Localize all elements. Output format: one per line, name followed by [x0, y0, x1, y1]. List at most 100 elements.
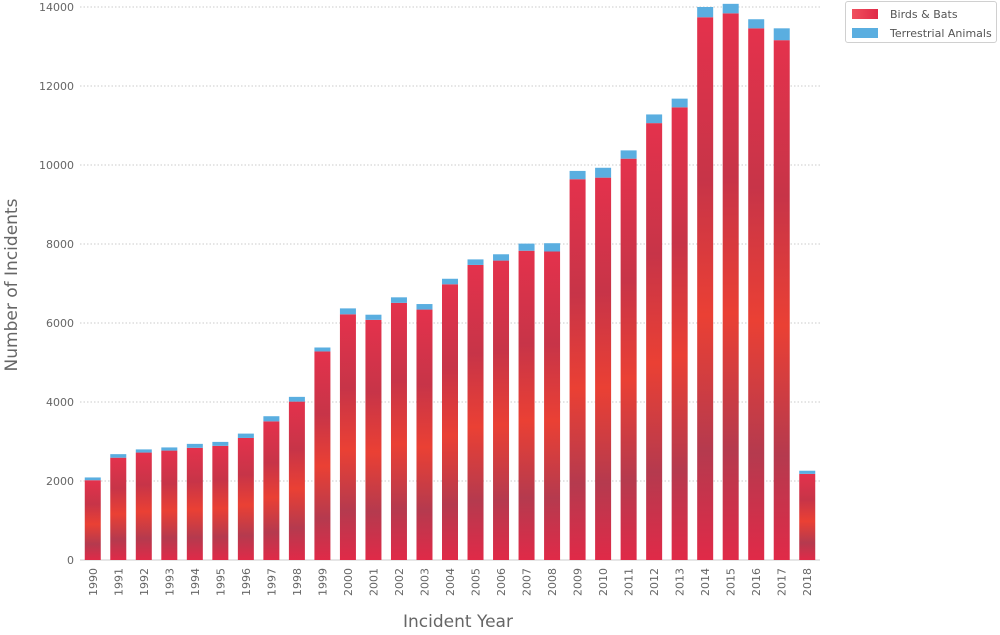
bar-birds-bats[interactable] — [467, 264, 484, 560]
x-tick-label: 1998 — [291, 568, 304, 596]
bar-terrestrial-animals[interactable] — [314, 347, 331, 352]
bar-birds-bats[interactable] — [722, 13, 739, 560]
bar-terrestrial-animals[interactable] — [84, 477, 101, 481]
bar-terrestrial-animals[interactable] — [518, 243, 535, 251]
x-tick-label: 1997 — [265, 568, 278, 596]
bar-terrestrial-animals[interactable] — [442, 278, 458, 285]
x-tick-label: 2014 — [699, 568, 712, 596]
bar-terrestrial-animals[interactable] — [288, 396, 305, 402]
y-tick-label: 10000 — [39, 159, 74, 172]
x-tick-label: 1996 — [240, 568, 253, 596]
bar-birds-bats[interactable] — [263, 421, 280, 560]
bar-birds-bats[interactable] — [595, 177, 612, 560]
bar-birds-bats[interactable] — [339, 314, 356, 560]
x-tick-label: 2006 — [495, 568, 508, 596]
x-tick-label: 2011 — [623, 568, 636, 596]
y-tick-label: 8000 — [46, 238, 74, 251]
y-axis-title: Number of Incidents — [2, 198, 22, 371]
bar-birds-bats[interactable] — [390, 302, 407, 560]
bar-terrestrial-animals[interactable] — [186, 443, 203, 448]
x-tick-label: 1990 — [87, 568, 100, 596]
bar-terrestrial-animals[interactable] — [339, 308, 356, 315]
legend-label: Terrestrial Animals — [890, 26, 992, 40]
x-tick-label: 1995 — [214, 568, 227, 596]
bar-birds-bats[interactable] — [365, 319, 382, 560]
bar-birds-bats[interactable] — [646, 123, 663, 560]
bar-terrestrial-animals[interactable] — [263, 416, 280, 422]
bar-terrestrial-animals[interactable] — [799, 470, 816, 474]
y-tick-label: 14000 — [39, 1, 74, 14]
bar-birds-bats[interactable] — [288, 401, 305, 560]
legend-item-birds-bats[interactable]: Birds & Bats — [852, 6, 958, 22]
bar-terrestrial-animals[interactable] — [390, 297, 407, 303]
bar-terrestrial-animals[interactable] — [416, 304, 433, 310]
bar-terrestrial-animals[interactable] — [493, 254, 510, 261]
x-tick-label: 1993 — [163, 568, 176, 596]
bar-birds-bats[interactable] — [84, 480, 101, 560]
bar-terrestrial-animals[interactable] — [135, 449, 152, 453]
bar-terrestrial-animals[interactable] — [620, 150, 637, 159]
bar-birds-bats[interactable] — [314, 351, 331, 560]
bar-terrestrial-animals[interactable] — [697, 7, 714, 18]
bar-birds-bats[interactable] — [110, 457, 127, 560]
y-tick-label: 2000 — [46, 475, 74, 488]
bar-birds-bats[interactable] — [748, 28, 765, 560]
legend-swatch-terrestrial — [852, 28, 878, 38]
bar-birds-bats[interactable] — [671, 107, 688, 560]
bar-birds-bats[interactable] — [493, 260, 510, 560]
x-tick-label: 2017 — [776, 568, 789, 596]
x-tick-label: 2000 — [342, 568, 355, 596]
bar-terrestrial-animals[interactable] — [544, 243, 561, 252]
x-tick-label: 2015 — [725, 568, 738, 596]
bar-birds-bats[interactable] — [518, 250, 535, 560]
y-tick-label: 6000 — [46, 317, 74, 330]
x-tick-label: 2016 — [750, 568, 763, 596]
y-tick-label: 4000 — [46, 396, 74, 409]
bar-birds-bats[interactable] — [544, 251, 561, 560]
bar-birds-bats[interactable] — [697, 17, 714, 560]
bar-birds-bats[interactable] — [569, 179, 586, 560]
bar-birds-bats[interactable] — [442, 284, 458, 560]
x-tick-label: 2010 — [597, 568, 610, 596]
bar-birds-bats[interactable] — [161, 450, 178, 560]
x-tick-label: 2003 — [418, 568, 431, 596]
bar-terrestrial-animals[interactable] — [722, 3, 739, 14]
y-tick-label: 0 — [67, 554, 74, 567]
y-tick-labels: 0 2000 4000 6000 8000 10000 12000 14000 — [39, 1, 74, 567]
bar-birds-bats[interactable] — [186, 447, 203, 560]
x-tick-label: 2005 — [470, 568, 483, 596]
legend-label: Birds & Bats — [890, 7, 958, 21]
bar-terrestrial-animals[interactable] — [569, 170, 586, 180]
bars — [84, 3, 816, 561]
bar-terrestrial-animals[interactable] — [161, 447, 178, 451]
bar-birds-bats[interactable] — [416, 309, 433, 560]
y-tick-label: 12000 — [39, 80, 74, 93]
bar-terrestrial-animals[interactable] — [646, 114, 663, 124]
bar-birds-bats[interactable] — [212, 445, 229, 560]
x-tick-labels: 1990 1991 1992 1993 1994 1995 1996 1997 1998 1999… — [87, 568, 814, 596]
bar-terrestrial-animals[interactable] — [237, 433, 254, 438]
x-tick-label: 1992 — [138, 568, 151, 596]
bar-terrestrial-animals[interactable] — [110, 454, 127, 458]
bar-terrestrial-animals[interactable] — [595, 167, 612, 178]
legend: Birds & Bats Terrestrial Animals — [845, 1, 997, 43]
x-tick-label: 2007 — [521, 568, 534, 596]
bar-birds-bats[interactable] — [135, 452, 152, 560]
legend-item-terrestrial-animals[interactable]: Terrestrial Animals — [852, 25, 992, 41]
bar-birds-bats[interactable] — [773, 40, 790, 561]
bar-birds-bats[interactable] — [237, 437, 254, 560]
bar-terrestrial-animals[interactable] — [365, 314, 382, 320]
x-tick-label: 2004 — [444, 568, 457, 596]
bar-birds-bats[interactable] — [620, 158, 637, 560]
bar-terrestrial-animals[interactable] — [671, 98, 688, 108]
bar-terrestrial-animals[interactable] — [773, 28, 790, 41]
bar-terrestrial-animals[interactable] — [467, 259, 484, 265]
gridlines — [80, 6, 820, 561]
bar-terrestrial-animals[interactable] — [748, 19, 765, 29]
bar-terrestrial-animals[interactable] — [212, 441, 229, 446]
x-tick-label: 2008 — [546, 568, 559, 596]
x-tick-label: 1994 — [189, 568, 202, 596]
bar-birds-bats[interactable] — [799, 473, 816, 560]
